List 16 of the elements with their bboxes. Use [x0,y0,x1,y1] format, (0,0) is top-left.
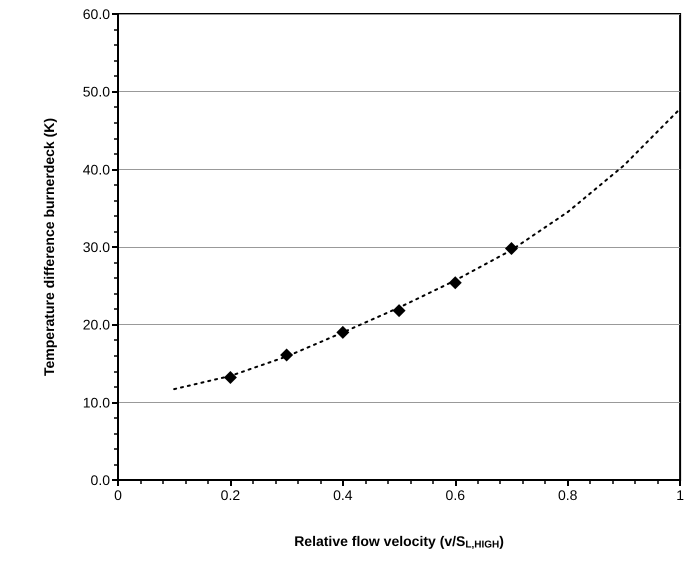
point [392,304,406,318]
y-tick-label: 50.0 [82,84,110,100]
x-tick-label: 0.4 [333,487,353,503]
y-tick-label: 10.0 [82,394,110,410]
x-tick-label: 0 [114,487,122,503]
y-tick-label: 20.0 [82,316,110,333]
point [224,370,237,384]
x-tick-label: 0.2 [220,487,240,503]
y-tick-label: 0.0 [90,472,110,488]
x-tick-label: 1 [676,487,684,503]
y-tick-label: 60.0 [82,6,110,22]
x-tick-label: 0.8 [558,487,578,503]
x-tick-label: 0.6 [446,487,466,503]
y-tick-label: 40.0 [82,161,110,178]
y-axis-title: Temperature difference burnerdeck (K) [41,118,57,376]
y-tick-label: 30.0 [82,239,110,255]
